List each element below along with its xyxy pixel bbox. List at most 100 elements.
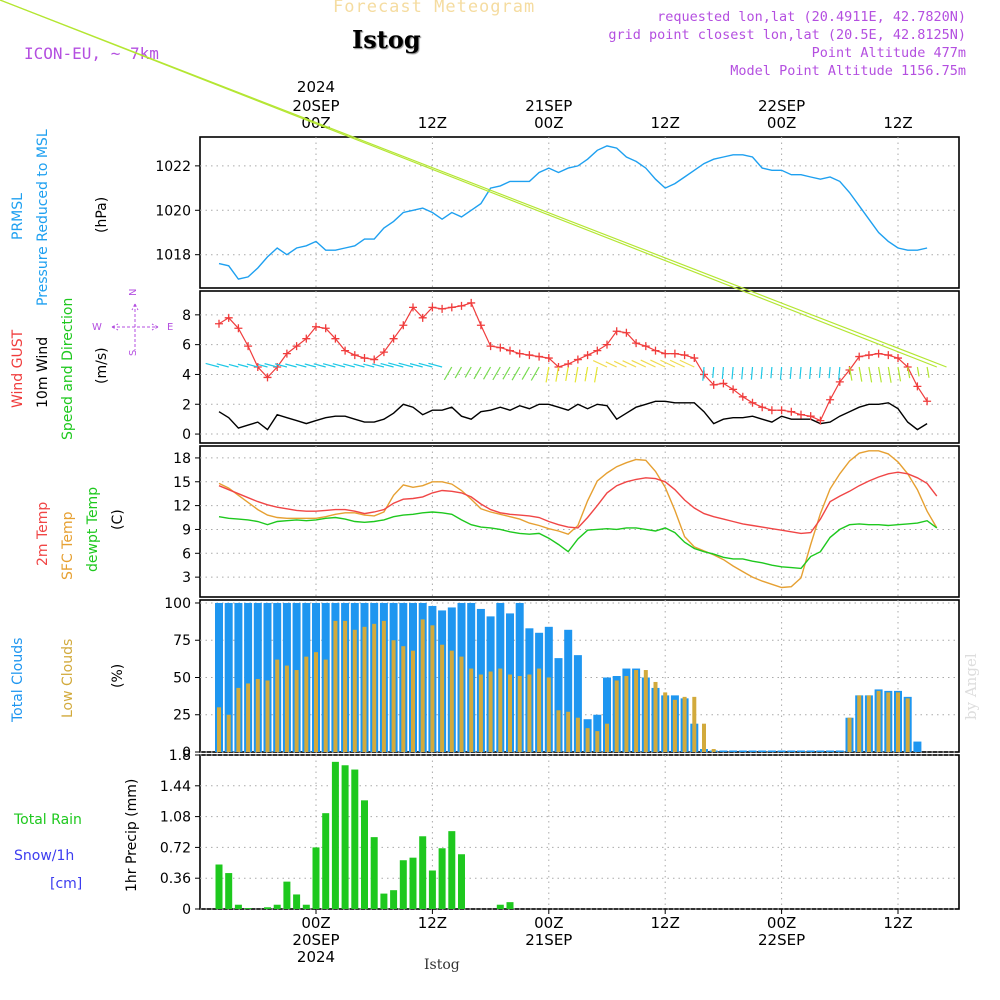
rain-bar	[351, 769, 359, 909]
wind-arrow	[613, 360, 627, 368]
bottom-x-label: 12Z	[651, 914, 680, 932]
wind-speed-dir-label: Speed and Direction	[60, 298, 76, 440]
low-cloud-bar	[275, 659, 280, 752]
bottom-x-label: 00Z	[301, 914, 330, 932]
compass-n: N	[128, 289, 139, 296]
faded-title: Forecast Meteogram	[333, 0, 536, 17]
temp2m-line	[218, 471, 938, 535]
wind-arrow	[605, 361, 617, 368]
gust-marker	[244, 342, 253, 351]
gust-marker	[816, 416, 825, 425]
wind-arrow	[592, 360, 608, 368]
gust-marker	[350, 351, 359, 360]
wind-arrow	[907, 366, 911, 379]
gust-marker	[855, 352, 864, 361]
wind-arrow	[502, 366, 511, 380]
wind-arrow	[809, 366, 812, 380]
low-cloud-bar	[459, 656, 464, 752]
gust-marker	[709, 380, 718, 389]
pressure-ytick-label: 1020	[155, 203, 191, 219]
rain-bar	[322, 813, 330, 909]
top-year-label: 2024	[297, 78, 335, 96]
low-cloud-bar	[333, 620, 338, 752]
wind-arrow	[398, 362, 414, 368]
low-cloud-bar	[372, 623, 377, 752]
wind-arrow	[926, 366, 930, 378]
clouds-ytick-label: 25	[173, 708, 191, 724]
gust-marker	[302, 334, 311, 343]
low-cloud-bar	[391, 640, 396, 752]
gust-marker	[603, 340, 611, 349]
top-x-label: 12Z	[883, 114, 912, 132]
total-cloud-bar	[224, 602, 233, 752]
low-cloud-bar	[634, 670, 639, 752]
low-cloud-bar	[595, 731, 600, 752]
bottom-x-label: 22SEP	[758, 931, 805, 949]
low-cloud-bar	[672, 699, 677, 752]
low-cloud-bar	[217, 707, 221, 752]
temperature-ytick-label: 12	[173, 499, 191, 515]
wind-arrow	[555, 366, 560, 382]
wind-arrow	[574, 366, 579, 383]
gust-marker	[806, 412, 815, 421]
low-cloud-bar	[847, 717, 852, 752]
temperature-ytick-label: 6	[182, 546, 191, 562]
wind-arrow	[511, 366, 521, 381]
temperature-ytick-label: 18	[173, 451, 191, 467]
gust-marker	[894, 354, 902, 363]
gust-line	[218, 302, 928, 422]
rain-bar	[302, 904, 310, 909]
gust-marker	[215, 319, 223, 328]
requested-coords: requested lon,lat (20.4911E, 42.7820N)	[657, 9, 966, 25]
total-cloud-bar	[603, 677, 611, 752]
wind-arrow	[828, 366, 831, 379]
rain-bar	[390, 890, 398, 909]
total-cloud-bar	[738, 750, 747, 752]
wind10-label: 10m Wind	[35, 337, 51, 408]
clouds-ytick-label: 75	[173, 633, 191, 649]
gust-marker	[651, 346, 660, 355]
rain-bar	[428, 870, 436, 909]
wind-arrow	[380, 362, 394, 368]
rain-bar	[331, 761, 339, 909]
top-x-label: 00Z	[767, 114, 796, 132]
total-cloud-bar	[564, 629, 573, 752]
point-altitude: Point Altitude 477m	[811, 45, 966, 61]
temperature-ytick-label: 9	[182, 522, 191, 538]
top-x-label: 12Z	[651, 114, 680, 132]
snow-label: Snow/1h	[14, 848, 74, 864]
gust-marker	[632, 339, 641, 348]
rain-bar	[506, 902, 514, 909]
gust-marker	[826, 395, 835, 404]
precip-ytick-label: 1.8	[169, 748, 191, 764]
low-clouds-label: Low Clouds	[60, 639, 76, 718]
wind-arrow	[760, 366, 763, 380]
wind-arrow	[353, 363, 365, 368]
wind-arrow	[789, 366, 792, 380]
wind-arrow	[897, 366, 902, 382]
pressure-label: Pressure Reduced to MSL	[35, 129, 51, 306]
gust-label: Wind GUST	[10, 329, 26, 408]
wind-arrow	[731, 366, 734, 380]
low-cloud-bar	[692, 696, 697, 752]
bottom-x-label: 20SEP	[292, 931, 339, 949]
gust-marker	[496, 343, 505, 352]
rain-bar	[341, 765, 349, 909]
total-cloud-bar	[913, 741, 922, 752]
low-cloud-bar	[226, 714, 231, 752]
gust-marker	[641, 342, 650, 351]
low-cloud-bar	[643, 670, 648, 752]
wind-arrow	[237, 363, 249, 368]
wind-arrow	[838, 366, 841, 380]
wind-arrow	[887, 366, 892, 383]
footer-station: Istog	[424, 957, 460, 973]
wind10-line	[218, 400, 928, 431]
gust-marker	[418, 313, 427, 322]
wind-arrow	[530, 366, 540, 381]
gust-marker	[535, 352, 544, 361]
low-cloud-bar	[488, 671, 493, 752]
compass-s: S	[128, 350, 139, 356]
rain-bar	[409, 857, 417, 909]
wind-arrow	[418, 362, 433, 368]
